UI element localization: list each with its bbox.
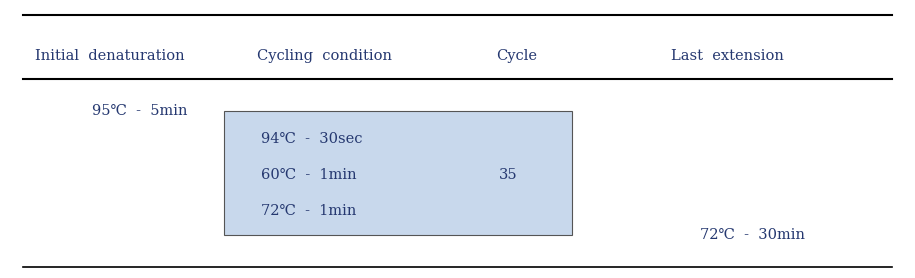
Text: 95℃  -  5min: 95℃ - 5min [92,104,187,118]
Text: Cycle: Cycle [497,49,537,63]
Text: 60℃  -  1min: 60℃ - 1min [261,168,357,182]
Text: 72℃  -  30min: 72℃ - 30min [700,228,805,242]
Text: 94℃  -  30sec: 94℃ - 30sec [261,132,362,146]
Text: Cycling  condition: Cycling condition [257,49,393,63]
Text: Initial  denaturation: Initial denaturation [35,49,185,63]
FancyBboxPatch shape [224,111,572,235]
Text: 72℃  -  1min: 72℃ - 1min [261,204,356,218]
Text: Last  extension: Last extension [671,49,784,63]
Text: 35: 35 [499,168,517,182]
